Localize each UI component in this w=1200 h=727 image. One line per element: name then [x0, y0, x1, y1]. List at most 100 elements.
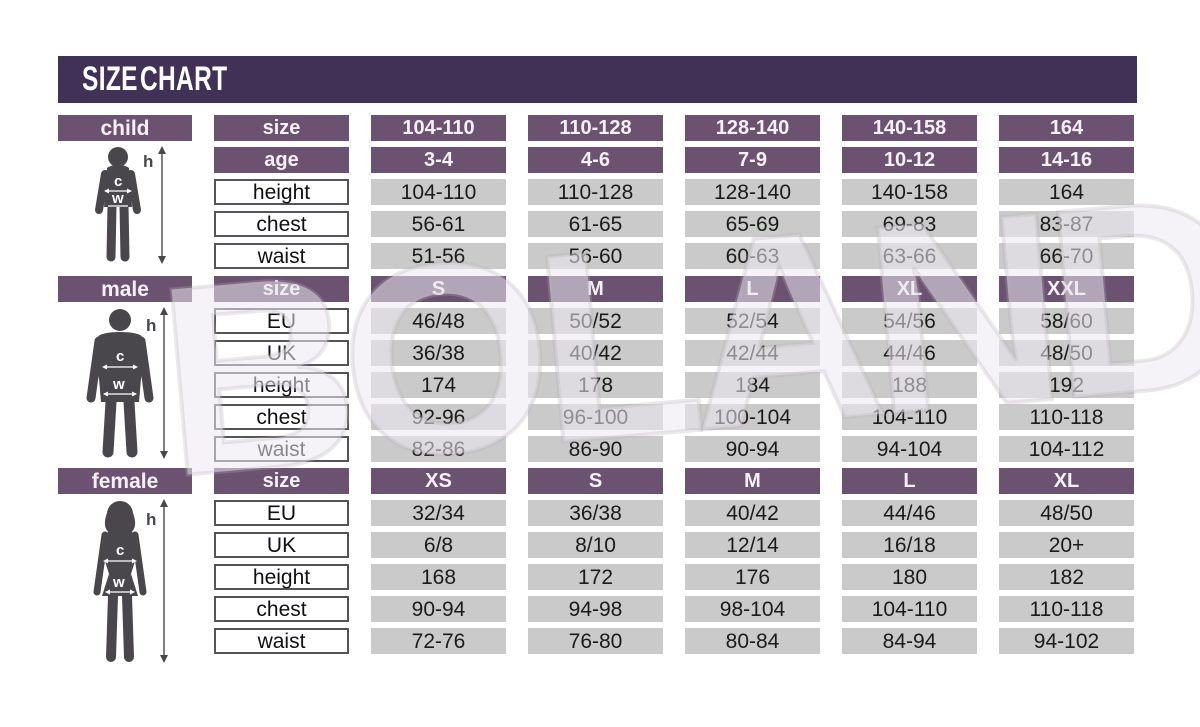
row-label-height: height: [214, 372, 349, 398]
size-value-cell: 192: [999, 372, 1134, 398]
size-header-cell: 14-16: [999, 147, 1134, 173]
waist-letter: w: [112, 574, 125, 591]
size-value-cell: 128-140: [685, 179, 820, 205]
row-label-height: height: [214, 179, 349, 205]
size-value-cell: 178: [528, 372, 663, 398]
size-value-cell: 100-104: [685, 404, 820, 430]
size-value-cell: 50/52: [528, 308, 663, 334]
row-label-chest: chest: [214, 404, 349, 430]
height-letter: h: [146, 510, 156, 529]
size-value-cell: 164: [999, 179, 1134, 205]
row-label-size: size: [214, 468, 349, 494]
size-header-cell: 7-9: [685, 147, 820, 173]
size-value-cell: 48/50: [999, 340, 1134, 366]
size-value-cell: 42/44: [685, 340, 820, 366]
size-header-cell: 4-6: [528, 147, 663, 173]
row-label-uk: UK: [214, 340, 349, 366]
height-letter: h: [143, 152, 153, 171]
title-bar: SIZE CHART: [58, 56, 1137, 103]
size-value-cell: 184: [685, 372, 820, 398]
row-label-height: height: [214, 564, 349, 590]
size-header-cell: 164: [999, 115, 1134, 141]
size-value-cell: 58/60: [999, 308, 1134, 334]
row-label-uk: UK: [214, 532, 349, 558]
size-header-cell: XS: [371, 468, 506, 494]
size-value-cell: 96-100: [528, 404, 663, 430]
female-size-table: size XS S M L XL EU 32/34 36/38 40/42 44/46 48/50 UK…: [214, 468, 1134, 665]
child-figure-column: child h c w: [58, 115, 192, 269]
size-header-cell: 104-110: [371, 115, 506, 141]
waist-letter: w: [111, 190, 124, 207]
size-value-cell: 172: [528, 564, 663, 590]
size-header-cell: XXL: [999, 276, 1134, 302]
size-value-cell: 36/38: [528, 500, 663, 526]
size-value-cell: 110-118: [999, 596, 1134, 622]
size-value-cell: 40/42: [685, 500, 820, 526]
size-value-cell: 36/38: [371, 340, 506, 366]
size-value-cell: 6/8: [371, 532, 506, 558]
section-label-male: male: [58, 276, 192, 302]
child-size-table: size 104-110 110-128 128-140 140-158 164 age 3-…: [214, 115, 1134, 269]
size-value-cell: 76-80: [528, 628, 663, 654]
size-value-cell: 110-128: [528, 179, 663, 205]
size-value-cell: 104-112: [999, 436, 1134, 462]
size-value-cell: 180: [842, 564, 977, 590]
size-value-cell: 188: [842, 372, 977, 398]
male-figure-column: male h c w: [58, 276, 192, 462]
size-header-cell: L: [842, 468, 977, 494]
size-value-cell: 94-104: [842, 436, 977, 462]
row-label-eu: EU: [214, 308, 349, 334]
size-value-cell: 52/54: [685, 308, 820, 334]
section-child: child h c w size 104-110 110-128 128-14: [58, 115, 1134, 269]
size-value-cell: 90-94: [371, 596, 506, 622]
size-value-cell: 84-94: [842, 628, 977, 654]
chest-letter: c: [116, 348, 124, 365]
size-value-cell: 56-61: [371, 211, 506, 237]
section-label-child: child: [58, 115, 192, 141]
size-value-cell: 94-98: [528, 596, 663, 622]
size-value-cell: 65-69: [685, 211, 820, 237]
size-value-cell: 94-102: [999, 628, 1134, 654]
size-header-cell: S: [371, 276, 506, 302]
size-header-cell: 3-4: [371, 147, 506, 173]
page-title: SIZE CHART: [82, 60, 228, 98]
size-header-cell: S: [528, 468, 663, 494]
size-header-cell: XL: [842, 276, 977, 302]
row-label-chest: chest: [214, 596, 349, 622]
male-size-table: size S M L XL XXL EU 46/48 50/52 52/54 54/56 58/60 U…: [214, 276, 1134, 462]
size-value-cell: 44/46: [842, 340, 977, 366]
size-value-cell: 98-104: [685, 596, 820, 622]
chest-letter: c: [116, 542, 124, 559]
row-label-age: age: [214, 147, 349, 173]
row-label-chest: chest: [214, 211, 349, 237]
size-value-cell: 168: [371, 564, 506, 590]
size-value-cell: 90-94: [685, 436, 820, 462]
child-silhouette-figure: h c w: [95, 146, 166, 264]
size-value-cell: 63-66: [842, 243, 977, 269]
size-value-cell: 104-110: [842, 596, 977, 622]
section-male: male h c w size S M L: [58, 276, 1134, 462]
row-label-waist: waist: [214, 243, 349, 269]
size-value-cell: 82-86: [371, 436, 506, 462]
waist-letter: w: [112, 376, 125, 393]
row-label-waist: waist: [214, 436, 349, 462]
size-header-cell: 140-158: [842, 115, 977, 141]
size-header-cell: XL: [999, 468, 1134, 494]
size-value-cell: 92-96: [371, 404, 506, 430]
size-value-cell: 80-84: [685, 628, 820, 654]
size-value-cell: 176: [685, 564, 820, 590]
size-header-cell: 110-128: [528, 115, 663, 141]
size-value-cell: 8/10: [528, 532, 663, 558]
size-header-cell: 10-12: [842, 147, 977, 173]
size-value-cell: 86-90: [528, 436, 663, 462]
size-value-cell: 182: [999, 564, 1134, 590]
size-value-cell: 20+: [999, 532, 1134, 558]
size-header-cell: M: [528, 276, 663, 302]
section-label-female: female: [58, 468, 192, 494]
size-value-cell: 12/14: [685, 532, 820, 558]
size-value-cell: 72-76: [371, 628, 506, 654]
size-value-cell: 46/48: [371, 308, 506, 334]
female-silhouette-figure: h c w: [93, 499, 168, 663]
size-value-cell: 66-70: [999, 243, 1134, 269]
height-letter: h: [146, 316, 156, 335]
